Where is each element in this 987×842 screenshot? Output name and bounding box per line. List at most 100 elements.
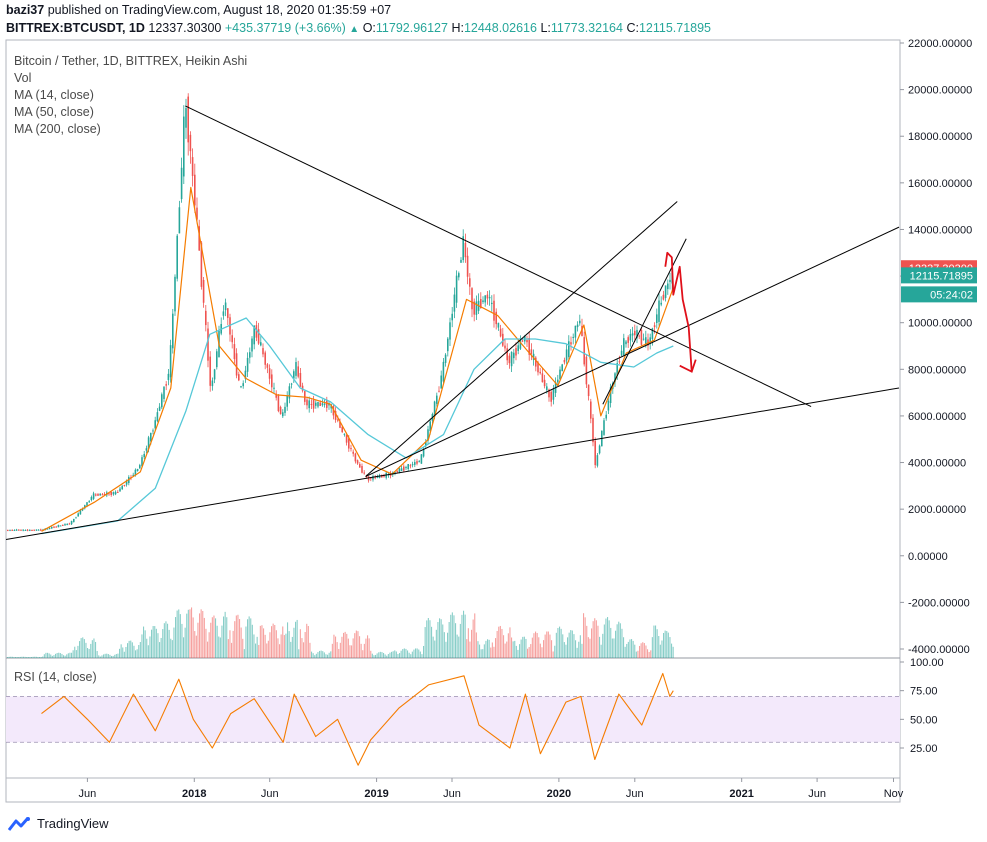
- candle-body: [398, 468, 401, 473]
- trendline[interactable]: [365, 201, 678, 477]
- volume-bar: [122, 647, 124, 658]
- volume-bar: [517, 649, 519, 658]
- volume-bar: [488, 639, 490, 658]
- rsi-line[interactable]: [41, 672, 674, 766]
- volume-bar: [314, 655, 316, 658]
- candle-body: [268, 368, 271, 379]
- candle-body: [293, 371, 295, 379]
- rsi-band: [6, 696, 900, 743]
- candle-body: [376, 476, 379, 478]
- legend-vol[interactable]: Vol: [14, 71, 32, 85]
- volume-bar: [613, 638, 615, 658]
- volume-bar: [43, 654, 45, 658]
- volume-bar: [407, 650, 409, 658]
- volume-bar: [467, 628, 469, 658]
- volume-bar: [362, 650, 364, 658]
- candle-body: [9, 529, 11, 531]
- volume-bar: [135, 650, 137, 658]
- candle-body: [277, 395, 280, 412]
- volume-bar: [648, 651, 650, 658]
- candle-body: [150, 432, 152, 442]
- candle-body: [416, 461, 418, 464]
- trendline[interactable]: [5, 387, 900, 540]
- close-price-badge: 12115.71895: [910, 270, 973, 282]
- candle-body: [112, 492, 115, 495]
- volume-bar: [77, 645, 79, 658]
- candle-body: [642, 338, 645, 340]
- volume-bar: [173, 627, 175, 658]
- volume-bar: [104, 653, 106, 658]
- volume-bar: [567, 637, 569, 658]
- chart-title[interactable]: Bitcoin / Tether, 1D, BITTREX, Heikin As…: [14, 54, 248, 68]
- candle-body: [156, 412, 159, 422]
- volume-bar: [317, 652, 319, 658]
- volume-bar: [114, 654, 116, 658]
- trendline[interactable]: [185, 105, 812, 408]
- candle-body: [176, 235, 178, 279]
- volume-bar: [632, 640, 634, 658]
- legend-rsi[interactable]: RSI (14, close): [14, 670, 97, 684]
- volume-bar: [27, 657, 29, 658]
- volume-bar: [544, 634, 546, 658]
- countdown-badge: 05:24:02: [930, 289, 973, 301]
- volume-bar: [373, 655, 375, 658]
- legend-ma200[interactable]: MA (200, close): [14, 122, 101, 136]
- volume-bar: [405, 648, 407, 658]
- volume-bar: [261, 625, 263, 658]
- volume-bar: [461, 614, 463, 658]
- volume-bar: [71, 652, 73, 658]
- volume-bar: [525, 638, 527, 658]
- high-value: 12448.02616: [463, 21, 537, 35]
- volume-bar: [536, 632, 538, 658]
- volume-bar: [146, 638, 148, 658]
- trendline[interactable]: [602, 238, 687, 405]
- volume-bar: [466, 639, 468, 658]
- volume-bar: [184, 627, 186, 658]
- volume-bar: [267, 640, 269, 658]
- volume-bar: [210, 622, 212, 658]
- volume-bar: [99, 656, 101, 658]
- volume-bar: [202, 610, 204, 658]
- volume-bar: [200, 609, 202, 658]
- candle-body: [653, 325, 656, 328]
- volume-bar: [349, 645, 351, 658]
- volume-bar: [493, 646, 495, 658]
- candle-body: [345, 434, 348, 443]
- ma50-line[interactable]: [41, 317, 674, 535]
- volume-bar: [199, 613, 201, 658]
- candle-body: [530, 349, 533, 354]
- publisher-name: bazi37: [6, 3, 45, 17]
- candle-body: [84, 505, 86, 509]
- candle-body: [455, 275, 458, 303]
- candle-body: [405, 466, 407, 469]
- candle-body: [422, 448, 425, 457]
- volume-bar: [192, 617, 194, 658]
- tradingview-footer[interactable]: TradingView: [8, 816, 109, 831]
- candle-body: [216, 351, 218, 368]
- volume-bar: [251, 624, 253, 658]
- volume-bar: [347, 638, 349, 658]
- legend-ma14[interactable]: MA (14, close): [14, 88, 94, 102]
- candle-body: [451, 313, 453, 321]
- volume-bar: [346, 633, 348, 658]
- volume-bar: [131, 642, 133, 658]
- volume-bar: [563, 642, 565, 658]
- candle-body: [40, 529, 42, 531]
- candle-body: [240, 386, 242, 388]
- candle-body: [326, 400, 328, 408]
- volume-bar: [656, 629, 658, 658]
- time-tick-label: Nov: [884, 788, 904, 800]
- volume-bar: [434, 640, 436, 658]
- volume-bar: [399, 653, 401, 658]
- legend-ma50[interactable]: MA (50, close): [14, 105, 94, 119]
- volume-bar: [519, 644, 521, 658]
- trendline[interactable]: [365, 226, 900, 477]
- projection-arrow[interactable]: [664, 251, 693, 372]
- candle-body: [363, 472, 365, 474]
- time-tick-label: 2019: [364, 788, 388, 800]
- volume-bar: [53, 655, 55, 658]
- candle-body: [658, 300, 660, 322]
- volume-bar: [339, 642, 341, 658]
- candle-body: [20, 529, 22, 531]
